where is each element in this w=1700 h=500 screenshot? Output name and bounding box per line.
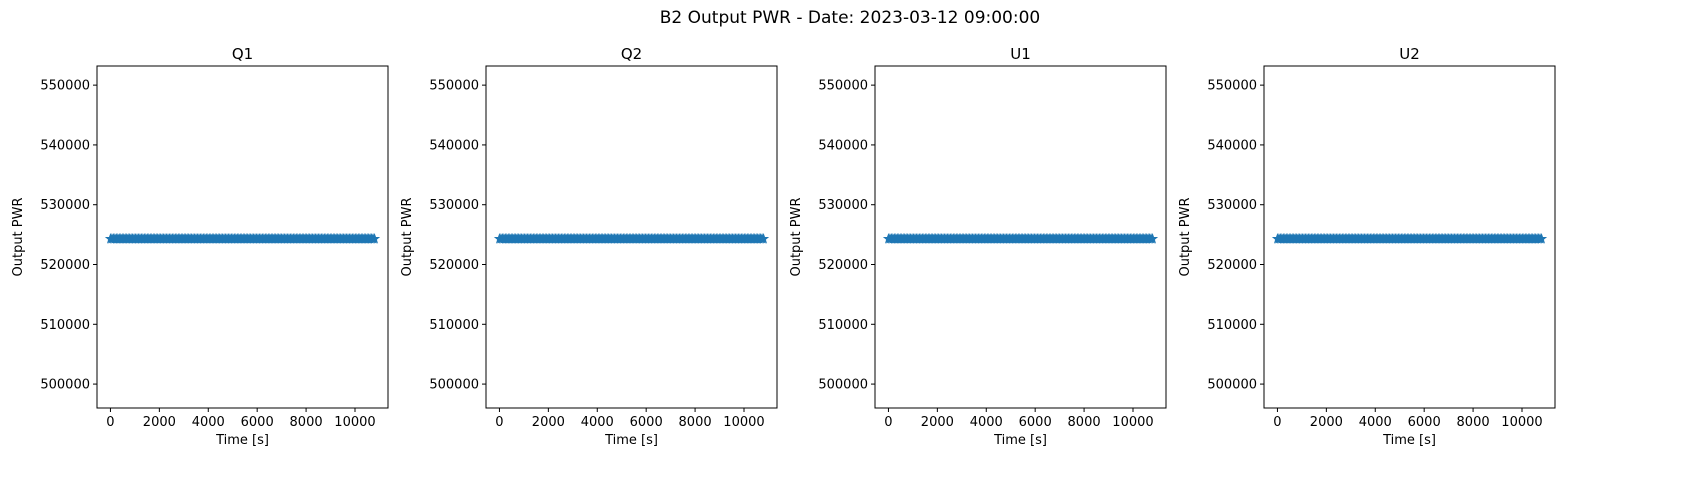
y-tick-label: 550000 [1207,79,1257,94]
x-tick-label: 8000 [679,415,712,430]
data-point [1535,233,1548,244]
x-tick-label: 8000 [290,415,323,430]
subplot-title: U2 [1399,45,1420,63]
y-tick-label: 520000 [818,258,868,273]
x-tick-label: 10000 [1501,415,1542,430]
x-axis-label: Time [s] [215,433,269,448]
data-point [757,233,770,244]
subplot-u1: U1 0 2000 4000 6000 8000 10000 500000 510000 5200… [789,45,1167,448]
x-axis-label: Time [s] [993,433,1047,448]
x-tick-label: 6000 [630,415,663,430]
x-axis-label: Time [s] [604,433,658,448]
y-tick-label: 510000 [818,318,868,333]
x-tick-label: 10000 [1112,415,1153,430]
y-tick-label: 550000 [40,79,90,94]
x-tick-label: 2000 [532,415,565,430]
x-tick-label: 0 [884,415,892,430]
x-tick-label: 2000 [143,415,176,430]
x-tick-label: 0 [495,415,503,430]
subplot-q1: Q1 0 2000 4000 6000 8000 10000 500000 510000 5200… [11,45,389,448]
x-tick-label: 0 [1273,415,1281,430]
x-tick-label: 4000 [581,415,614,430]
figure-suptitle: B2 Output PWR - Date: 2023-03-12 09:00:0… [660,8,1040,28]
x-tick-label: 10000 [334,415,375,430]
x-tick-label: 4000 [970,415,1003,430]
x-tick-label: 4000 [192,415,225,430]
y-tick-label: 520000 [40,258,90,273]
x-tick-label: 2000 [921,415,954,430]
axes-frame [485,65,778,409]
y-tick-label: 550000 [818,79,868,94]
subplot-q2: Q2 0 2000 4000 6000 8000 10000 500000 510000 5200… [400,45,778,448]
y-axis-label: Output PWR [1178,197,1193,276]
y-tick-label: 530000 [40,198,90,213]
data-point [1146,233,1159,244]
y-tick-label: 510000 [40,318,90,333]
subplot-title: Q1 [232,45,253,63]
y-tick-label: 500000 [40,378,90,393]
y-tick-label: 500000 [1207,378,1257,393]
y-tick-label: 530000 [429,198,479,213]
y-tick-label: 510000 [429,318,479,333]
y-tick-label: 530000 [818,198,868,213]
x-tick-label: 4000 [1359,415,1392,430]
y-axis-label: Output PWR [400,197,415,276]
data-series [104,233,381,244]
subplot-title: Q2 [621,45,642,63]
axes-frame [874,65,1167,409]
x-axis-label: Time [s] [1382,433,1436,448]
data-series [493,233,770,244]
y-tick-label: 540000 [1207,138,1257,153]
x-tick-label: 6000 [1019,415,1052,430]
x-tick-label: 0 [106,415,114,430]
y-tick-label: 520000 [1207,258,1257,273]
data-point [368,233,381,244]
y-axis-label: Output PWR [11,197,26,276]
axes-frame [1263,65,1556,409]
y-tick-label: 540000 [40,138,90,153]
y-tick-label: 520000 [429,258,479,273]
x-tick-label: 10000 [723,415,764,430]
y-tick-label: 550000 [429,79,479,94]
y-tick-label: 510000 [1207,318,1257,333]
y-tick-label: 500000 [429,378,479,393]
x-tick-label: 8000 [1068,415,1101,430]
y-tick-label: 500000 [818,378,868,393]
x-tick-label: 6000 [1408,415,1441,430]
x-tick-label: 8000 [1457,415,1490,430]
y-tick-label: 530000 [1207,198,1257,213]
subplot-u2: U2 0 2000 4000 6000 8000 10000 500000 510000 5200… [1178,45,1556,448]
subplot-title: U1 [1010,45,1031,63]
x-tick-label: 6000 [241,415,274,430]
data-series [1271,233,1548,244]
data-series [882,233,1159,244]
y-axis-label: Output PWR [789,197,804,276]
y-tick-label: 540000 [429,138,479,153]
subplots: Q1 0 2000 4000 6000 8000 10000 500000 510000 5200… [11,45,1556,448]
axes-frame [96,65,389,409]
y-tick-label: 540000 [818,138,868,153]
x-tick-label: 2000 [1310,415,1343,430]
